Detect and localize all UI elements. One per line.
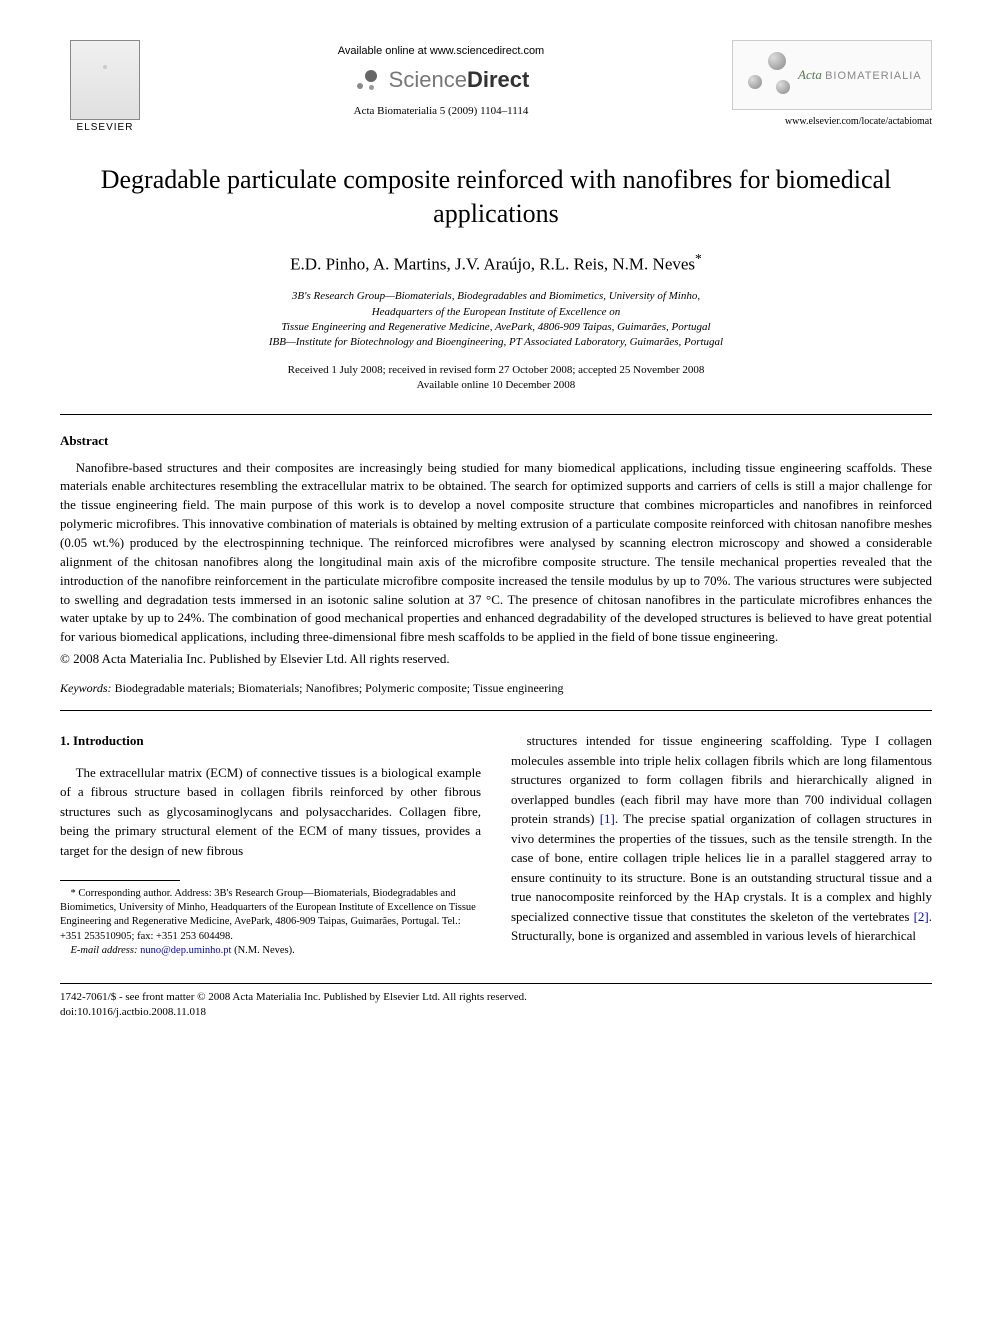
left-column: 1. Introduction The extracellular matrix… xyxy=(60,731,481,958)
abstract-heading: Abstract xyxy=(60,433,932,449)
footnote-separator xyxy=(60,880,180,881)
corresponding-marker: * xyxy=(695,251,702,266)
divider xyxy=(60,414,932,415)
elsevier-logo: ELSEVIER xyxy=(60,40,150,133)
sd-light: Science xyxy=(389,67,467,92)
intro-text-b: . The precise spatial organization of co… xyxy=(511,811,932,924)
elsevier-label: ELSEVIER xyxy=(77,122,134,133)
affiliation-line: Headquarters of the European Institute o… xyxy=(60,305,932,320)
intro-para-right: structures intended for tissue engineeri… xyxy=(511,731,932,946)
footer-doi: doi:10.1016/j.actbio.2008.11.018 xyxy=(60,1005,932,1020)
sciencedirect-wordmark: ScienceDirect xyxy=(389,67,530,93)
footer-copyright: 1742-7061/$ - see front matter © 2008 Ac… xyxy=(60,990,932,1005)
affiliation-line: Tissue Engineering and Regenerative Medi… xyxy=(60,320,932,335)
affiliations: 3B's Research Group—Biomaterials, Biodeg… xyxy=(60,289,932,351)
sd-bold: Direct xyxy=(467,67,529,92)
keywords-label: Keywords: xyxy=(60,681,112,695)
footer: 1742-7061/$ - see front matter © 2008 Ac… xyxy=(60,983,932,1021)
center-header: Available online at www.sciencedirect.co… xyxy=(150,40,732,117)
right-column: structures intended for tissue engineeri… xyxy=(511,731,932,958)
affiliation-line: 3B's Research Group—Biomaterials, Biodeg… xyxy=(60,289,932,304)
abstract-body: Nanofibre-based structures and their com… xyxy=(60,459,932,647)
article-dates: Received 1 July 2008; received in revise… xyxy=(60,363,932,394)
dates-online: Available online 10 December 2008 xyxy=(60,378,932,393)
journal-url: www.elsevier.com/locate/actabiomat xyxy=(785,116,932,127)
keywords-line: Keywords: Biodegradable materials; Bioma… xyxy=(60,681,932,696)
molecule-icon xyxy=(738,50,798,100)
divider xyxy=(60,710,932,711)
article-title: Degradable particulate composite reinfor… xyxy=(100,163,892,231)
journal-logo-block: Acta BIOMATERIALIA www.elsevier.com/loca… xyxy=(732,40,932,127)
sciencedirect-logo: ScienceDirect xyxy=(353,65,530,95)
affiliation-line: IBB—Institute for Biotechnology and Bioe… xyxy=(60,335,932,350)
body-columns: 1. Introduction The extracellular matrix… xyxy=(60,731,932,958)
journal-cover-icon: Acta BIOMATERIALIA xyxy=(732,40,932,110)
authors-text: E.D. Pinho, A. Martins, J.V. Araújo, R.L… xyxy=(290,254,695,273)
intro-para-left: The extracellular matrix (ECM) of connec… xyxy=(60,763,481,861)
intro-heading: 1. Introduction xyxy=(60,731,481,751)
journal-title: Acta BIOMATERIALIA xyxy=(798,67,922,83)
dates-received: Received 1 July 2008; received in revise… xyxy=(60,363,932,378)
email-link[interactable]: nuno@dep.uminho.pt xyxy=(140,945,231,956)
available-online-text: Available online at www.sciencedirect.co… xyxy=(338,45,544,57)
sciencedirect-dots-icon xyxy=(353,65,383,95)
journal-acta: Acta xyxy=(798,67,822,82)
email-label: E-mail address: xyxy=(71,945,138,956)
keywords-list: Biodegradable materials; Biomaterials; N… xyxy=(115,681,564,695)
corresponding-footnote: * Corresponding author. Address: 3B's Re… xyxy=(60,887,481,944)
ref-link-1[interactable]: [1] xyxy=(600,811,615,826)
journal-bio: BIOMATERIALIA xyxy=(825,70,922,82)
elsevier-tree-icon xyxy=(70,40,140,120)
citation-line: Acta Biomaterialia 5 (2009) 1104–1114 xyxy=(354,105,529,117)
email-suffix: (N.M. Neves). xyxy=(234,945,295,956)
authors-line: E.D. Pinho, A. Martins, J.V. Araújo, R.L… xyxy=(60,251,932,275)
header-row: ELSEVIER Available online at www.science… xyxy=(60,40,932,133)
abstract-copyright: © 2008 Acta Materialia Inc. Published by… xyxy=(60,651,932,667)
email-footnote: E-mail address: nuno@dep.uminho.pt (N.M.… xyxy=(60,944,481,958)
ref-link-2[interactable]: [2] xyxy=(914,909,929,924)
